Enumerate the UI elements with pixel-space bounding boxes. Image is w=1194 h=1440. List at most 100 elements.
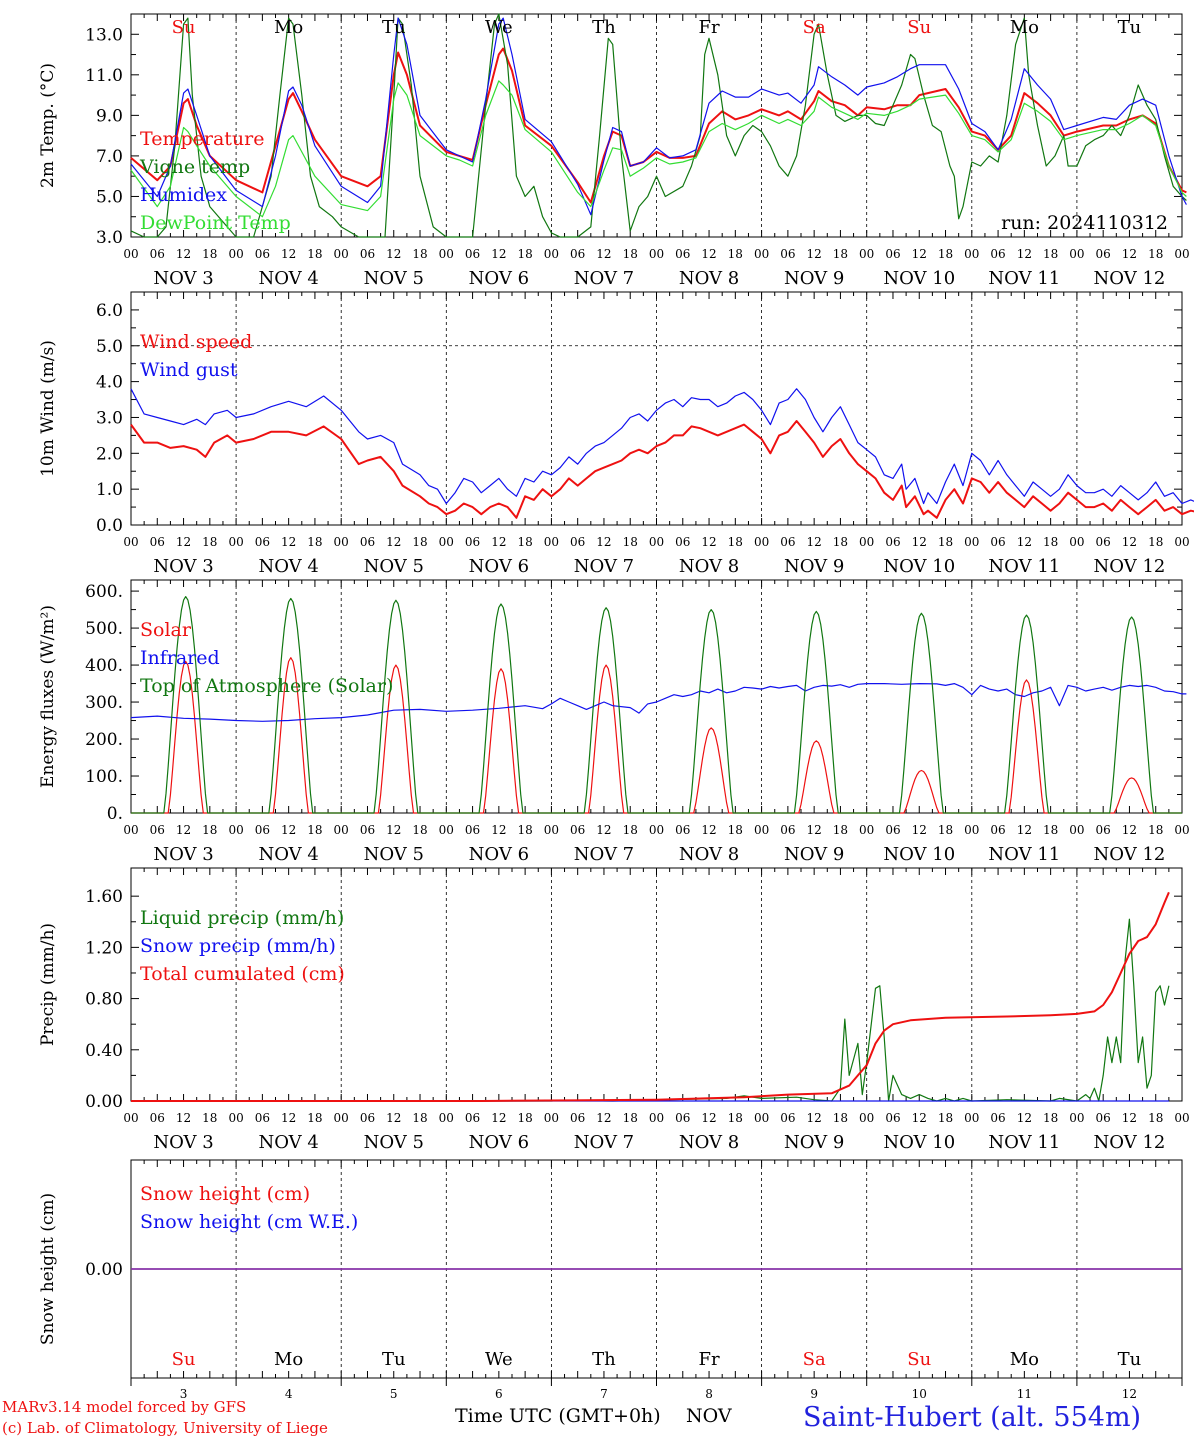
hour-tick-label: 18 [1043, 1111, 1058, 1125]
day-number-label: 10 [912, 1387, 927, 1401]
day-number-label: 3 [180, 1387, 188, 1401]
series-vigne-temp [130, 13, 1187, 238]
hour-tick-label: 12 [386, 247, 401, 261]
hour-tick-label: 06 [255, 1111, 270, 1125]
date-label: NOV 4 [258, 556, 318, 577]
day-number-label: 8 [705, 1387, 713, 1401]
y-tick-label: 0.40 [85, 1041, 123, 1061]
y-tick-label: 13.0 [85, 25, 123, 45]
hour-tick-label: 06 [360, 247, 375, 261]
y-tick-label: 300. [85, 693, 123, 713]
hour-tick-label: 12 [701, 247, 716, 261]
hour-tick-label: 18 [1148, 247, 1163, 261]
date-label: NOV 7 [574, 268, 634, 289]
date-label: NOV 3 [153, 1132, 213, 1153]
day-name-label: Th [592, 1349, 616, 1370]
hour-tick-label: 12 [701, 823, 716, 837]
day-name-label: Mo [274, 17, 303, 38]
y-tick-label: 2.0 [96, 444, 123, 464]
legend-entry: Infrared [140, 647, 220, 669]
hour-tick-label: 06 [360, 1111, 375, 1125]
y-tick-label: 0.80 [85, 990, 123, 1010]
hour-tick-label: 06 [675, 247, 690, 261]
hour-tick-label: 12 [176, 535, 191, 549]
hour-tick-label: 06 [465, 535, 480, 549]
hour-tick-label: 18 [307, 823, 322, 837]
date-label: NOV 7 [574, 1132, 634, 1153]
legend-entry: Temperature [140, 128, 264, 150]
legend-entry: Solar [140, 619, 192, 641]
y-tick-label: 500. [85, 619, 123, 639]
series-wind-speed [130, 420, 1194, 519]
hour-tick-label: 18 [833, 823, 848, 837]
hour-tick-label: 18 [412, 535, 427, 549]
day-number-label: 12 [1122, 1387, 1137, 1401]
hour-tick-label: 12 [491, 823, 506, 837]
hour-tick-label: 00 [1174, 247, 1189, 261]
hour-tick-label: 00 [334, 535, 349, 549]
panel-frame [130, 13, 1183, 238]
hour-tick-label: 06 [150, 535, 165, 549]
hour-tick-label: 00 [544, 1111, 559, 1125]
hour-tick-label: 06 [780, 247, 795, 261]
y-tick-label: 3.0 [96, 228, 123, 248]
day-name-label: Fr [699, 17, 720, 38]
hour-tick-label: 06 [675, 1111, 690, 1125]
hour-tick-label: 18 [307, 535, 322, 549]
hour-tick-label: 12 [281, 535, 296, 549]
y-tick-label: 3.0 [96, 408, 123, 428]
hour-tick-label: 06 [360, 823, 375, 837]
date-label: NOV 11 [988, 1132, 1060, 1153]
hour-tick-label: 06 [990, 1111, 1005, 1125]
hour-tick-label: 06 [780, 1111, 795, 1125]
hour-tick-label: 00 [334, 1111, 349, 1125]
hour-tick-label: 00 [649, 1111, 664, 1125]
date-label: NOV 10 [883, 556, 955, 577]
date-label: NOV 11 [988, 556, 1060, 577]
hour-tick-label: 12 [1122, 823, 1137, 837]
hour-tick-label: 06 [465, 1111, 480, 1125]
hour-tick-label: 18 [412, 247, 427, 261]
hour-tick-label: 18 [202, 1111, 217, 1125]
legend-entry: Liquid precip (mm/h) [140, 907, 344, 929]
panel-wind: 0.0 1.0 2.0 3.0 4.0 5.0 6.0 10m Wind (m/s) 00 06 1… [38, 291, 1194, 577]
hour-tick-label: 06 [1096, 1111, 1111, 1125]
time-axis-label: Time UTC (GMT+0h) [455, 1405, 661, 1427]
hour-tick-label: 18 [938, 823, 953, 837]
day-name-label: We [485, 1349, 513, 1370]
hour-tick-label: 00 [649, 535, 664, 549]
hour-tick-label: 00 [123, 247, 138, 261]
hour-tick-label: 00 [859, 247, 874, 261]
date-label: NOV 9 [784, 1132, 844, 1153]
date-label: NOV 11 [988, 844, 1060, 865]
hour-tick-label: 12 [1017, 823, 1032, 837]
hour-tick-label: 06 [885, 247, 900, 261]
hour-tick-label: 18 [517, 535, 532, 549]
day-name-label: Fr [699, 1349, 720, 1370]
hour-tick-label: 00 [1069, 1111, 1084, 1125]
hour-tick-label: 06 [360, 535, 375, 549]
y-tick-label: 0.00 [85, 1092, 123, 1112]
y-tick-label: 4.0 [96, 373, 123, 393]
date-label: NOV 4 [258, 844, 318, 865]
hour-tick-label: 12 [1017, 1111, 1032, 1125]
hour-tick-label: 06 [150, 1111, 165, 1125]
date-label: NOV 8 [679, 1132, 739, 1153]
hour-tick-label: 06 [570, 1111, 585, 1125]
hour-tick-label: 00 [123, 535, 138, 549]
day-name-label: Sa [803, 1349, 826, 1370]
y-axis-label: Precip (mm/h) [38, 923, 58, 1046]
hour-tick-label: 00 [754, 247, 769, 261]
date-label: NOV 8 [679, 556, 739, 577]
legend-entry: Top of Atmosphere (Solar) [140, 675, 393, 697]
hour-tick-label: 18 [623, 823, 638, 837]
day-name-label: Mo [274, 1349, 303, 1370]
hour-tick-label: 00 [544, 823, 559, 837]
hour-tick-label: 00 [964, 535, 979, 549]
date-label: NOV 6 [469, 1132, 529, 1153]
series-infrared [130, 683, 1187, 722]
hour-tick-label: 18 [1148, 1111, 1163, 1125]
hour-tick-label: 12 [1122, 247, 1137, 261]
hour-tick-label: 18 [1148, 823, 1163, 837]
